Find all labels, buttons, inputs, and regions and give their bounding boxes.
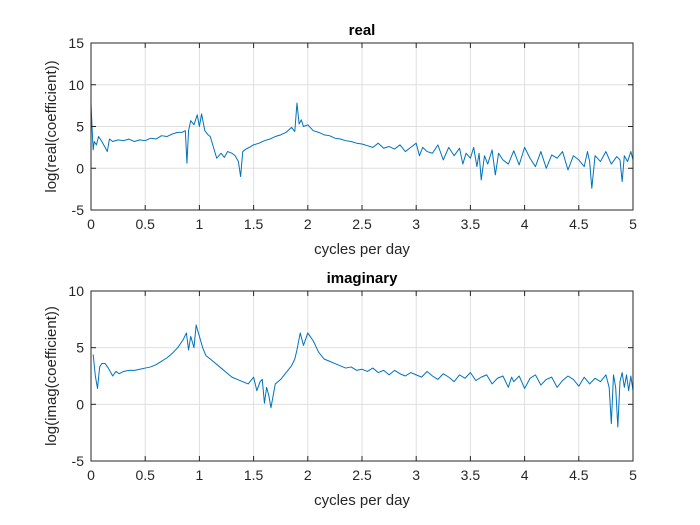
real-y-tick-label: -5 [72, 202, 85, 218]
imaginary-series-line [92, 324, 634, 428]
imaginary-y-tick-label: 0 [76, 396, 84, 412]
imaginary-x-tick-label: 1 [196, 467, 204, 483]
imaginary-x-tick-label: 5 [629, 467, 637, 483]
imaginary-y-tick-label: 5 [76, 340, 84, 356]
imaginary-x-tick-label: 0.5 [135, 467, 155, 483]
real-x-tick-label: 0.5 [135, 216, 155, 232]
imaginary-title: imaginary [327, 270, 399, 287]
real-x-tick-label: 2 [304, 216, 312, 232]
real-x-tick-label: 4 [521, 216, 529, 232]
real-y-tick-label: 10 [68, 77, 84, 93]
imaginary-x-tick-label: 1.5 [244, 467, 264, 483]
real-x-tick-label: 2.5 [352, 216, 372, 232]
imaginary-x-tick-label: 2 [304, 467, 312, 483]
imaginary-x-axis-label: cycles per day [314, 492, 410, 509]
imaginary-y-tick-label: 10 [68, 283, 84, 299]
real-y-axis-label: log(real(coefficient)) [43, 60, 60, 192]
real-x-axis-label: cycles per day [314, 241, 410, 258]
real-y-tick-label: 5 [76, 119, 84, 135]
imaginary-x-tick-label: 0 [87, 467, 95, 483]
real-y-tick-label: 15 [68, 35, 84, 51]
imaginary-y-axis-label: log(imag(coefficient)) [43, 306, 60, 446]
real-title: real [349, 22, 376, 39]
imaginary-subplot: 0 0.5 1 1.5 2 2.5 3 3.5 4 4.5 5-50510imaginarycycl… [43, 270, 637, 509]
real-x-tick-label: 5 [629, 216, 637, 232]
real-x-tick-label: 0 [87, 216, 95, 232]
real-x-tick-label: 4.5 [569, 216, 589, 232]
imaginary-x-tick-label: 4 [521, 467, 529, 483]
real-y-tick-label: 0 [76, 160, 84, 176]
real-subplot: 0 0.5 1 1.5 2 2.5 3 3.5 4 4.5 5-5051015realcycles … [43, 22, 637, 258]
imaginary-x-tick-label: 4.5 [569, 467, 589, 483]
imaginary-x-tick-label: 2.5 [352, 467, 372, 483]
real-x-tick-label: 1.5 [244, 216, 264, 232]
imaginary-x-tick-label: 3.5 [461, 467, 481, 483]
real-x-tick-label: 3 [412, 216, 420, 232]
real-x-tick-label: 3.5 [461, 216, 481, 232]
real-series-line [90, 102, 634, 189]
imaginary-x-tick-label: 3 [412, 467, 420, 483]
imaginary-y-tick-label: -5 [72, 453, 85, 469]
real-x-tick-label: 1 [196, 216, 204, 232]
